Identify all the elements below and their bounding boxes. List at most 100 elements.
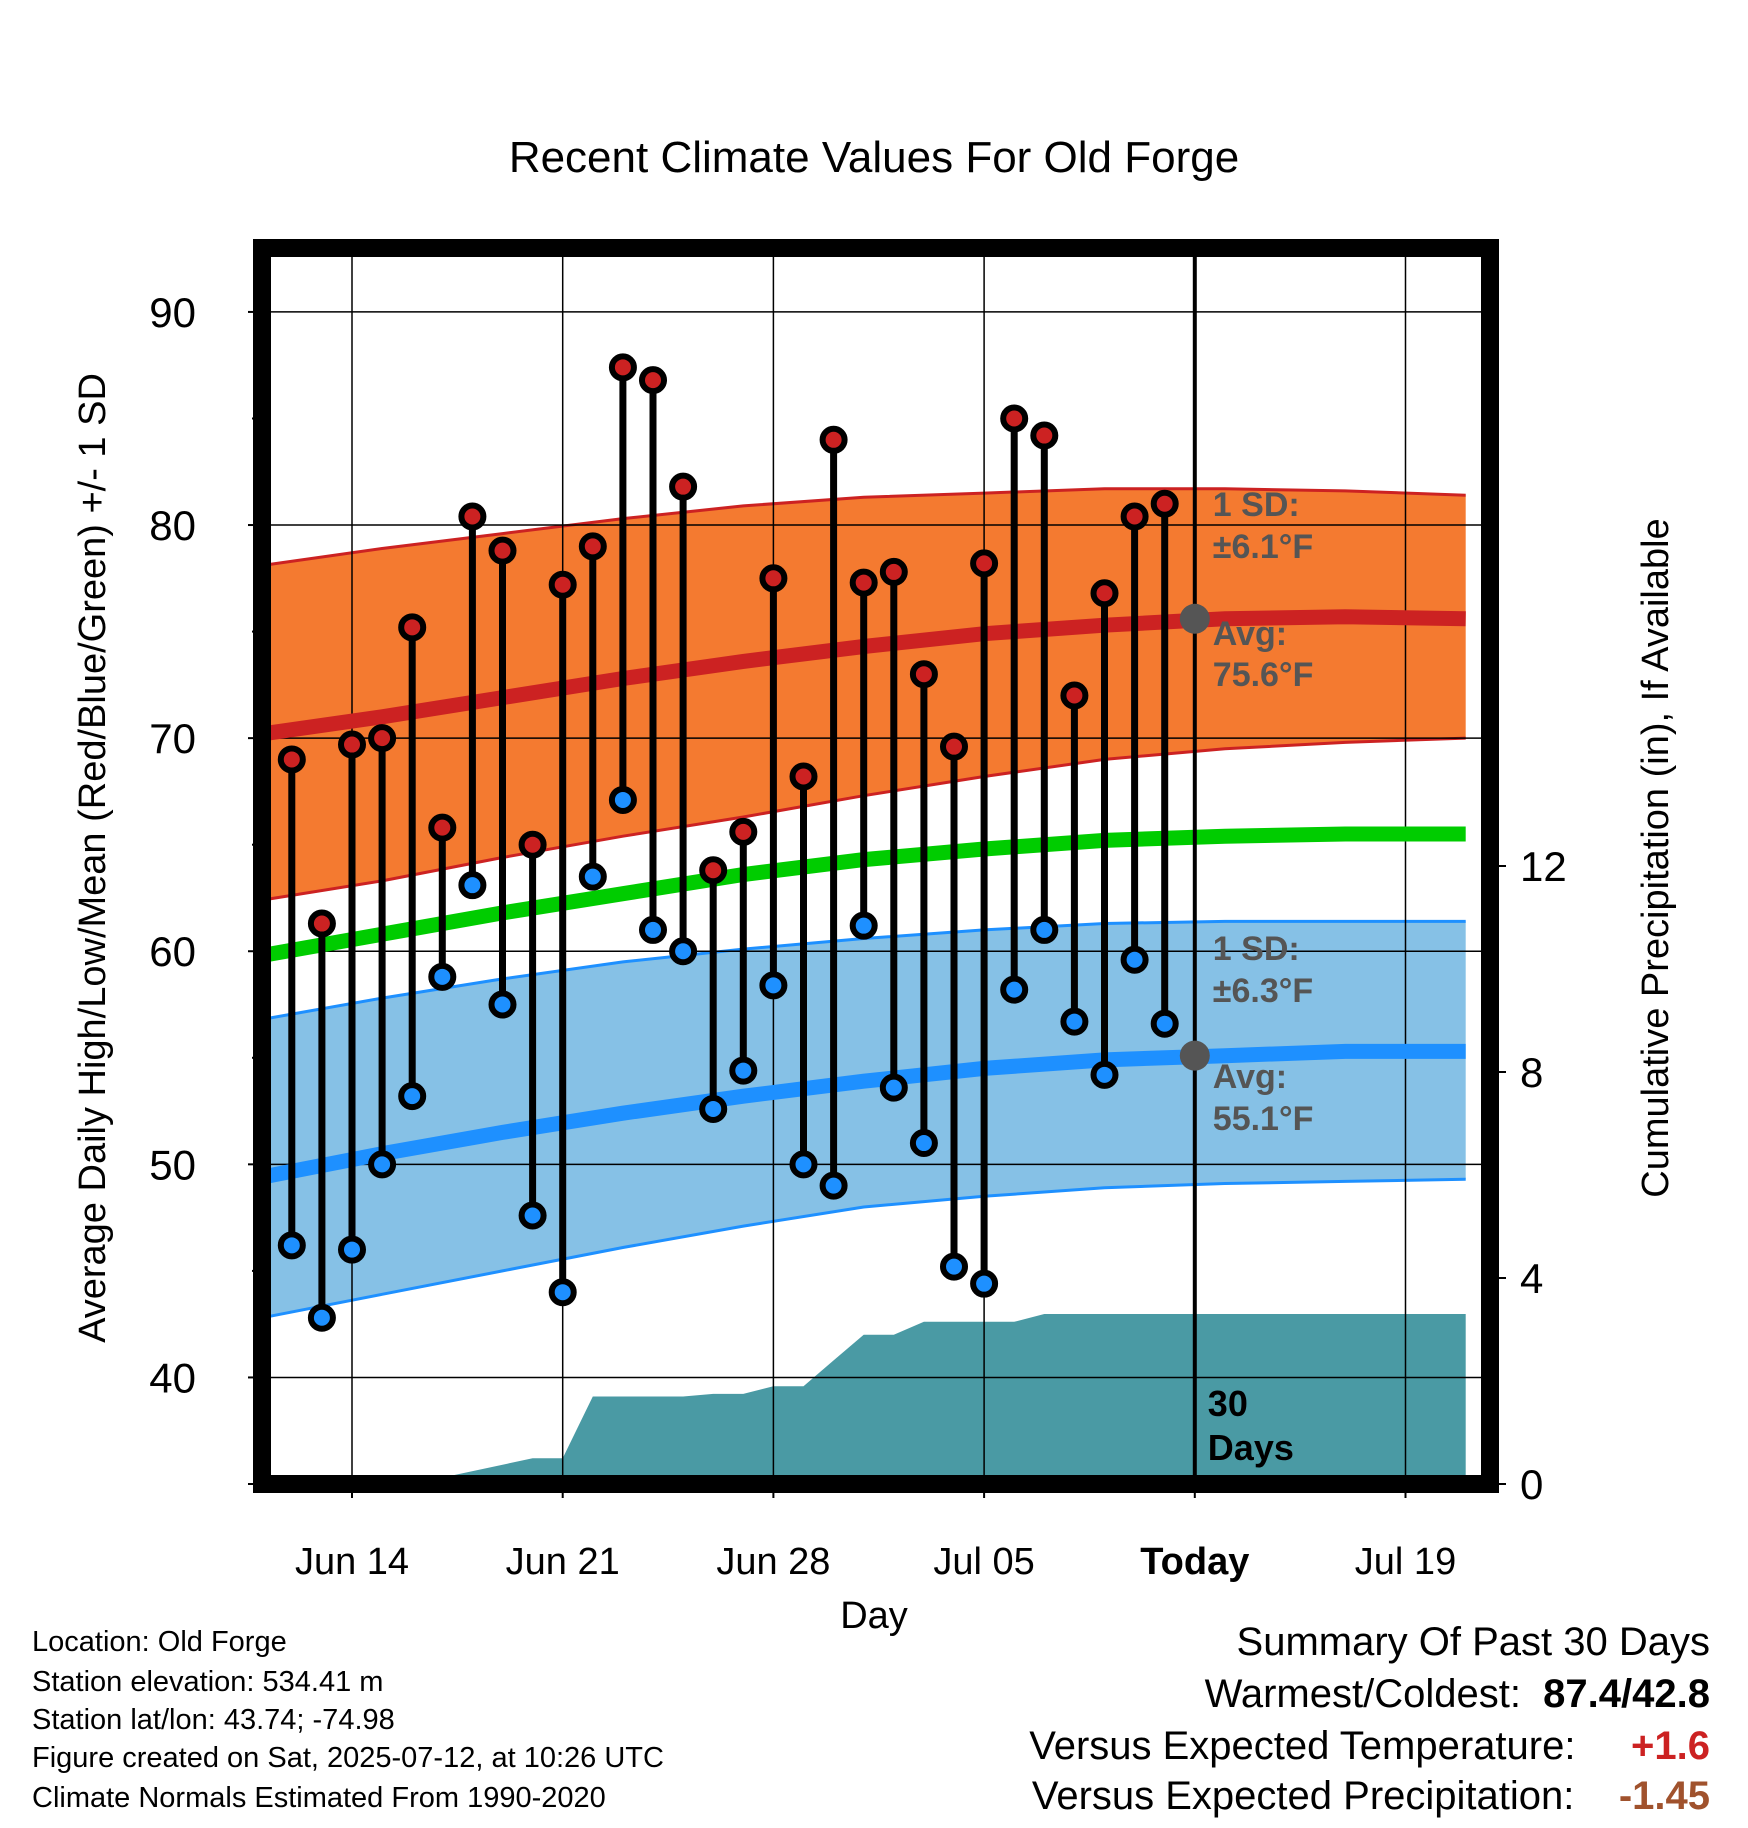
daily-high-point xyxy=(548,570,577,599)
daily-low-point xyxy=(819,1171,848,1200)
days-label-text: Days xyxy=(1208,1427,1294,1468)
daily-high-point xyxy=(458,502,487,531)
high-sd-value: ±6.1°F xyxy=(1213,528,1313,566)
daily-high-point xyxy=(1060,681,1089,710)
daily-high-point xyxy=(368,724,397,753)
y-tick-label: 90 xyxy=(149,289,196,336)
low-avg-value: 55.1°F xyxy=(1213,1100,1314,1138)
footer-created: Figure created on Sat, 2025-07-12, at 10… xyxy=(32,1742,664,1774)
precip-label: Versus Expected Precipitation: xyxy=(1031,1774,1575,1818)
daily-low-point xyxy=(428,962,457,991)
daily-low-point xyxy=(669,937,698,966)
daily-high-point xyxy=(277,745,306,774)
warm-cold-label: Warmest/Coldest: xyxy=(1204,1672,1521,1716)
daily-high-point xyxy=(1150,489,1179,518)
daily-high-point xyxy=(699,856,728,885)
x-tick-label: Jun 21 xyxy=(506,1541,620,1583)
daily-low-point xyxy=(729,1056,758,1085)
daily-high-point xyxy=(729,817,758,846)
daily-low-point xyxy=(1060,1007,1089,1036)
y2-tick-label: 0 xyxy=(1520,1461,1543,1508)
daily-high-point xyxy=(488,536,517,565)
avg-low-line xyxy=(260,1043,1466,1185)
daily-high-point xyxy=(608,353,637,382)
today-avg-low-marker xyxy=(1179,1040,1210,1071)
daily-low-point xyxy=(1120,945,1149,974)
x-tick-label: Jun 28 xyxy=(716,1541,830,1583)
daily-high-point xyxy=(1090,579,1119,608)
daily-high-point xyxy=(909,660,938,689)
high-sd-upper-line xyxy=(261,487,1466,567)
y-tick-label: 50 xyxy=(149,1141,196,1188)
x-axis-label: Day xyxy=(840,1595,908,1637)
low-sd-label: 1 SD: xyxy=(1213,930,1300,968)
daily-low-point xyxy=(368,1150,397,1179)
daily-high-point xyxy=(879,557,908,586)
daily-low-point xyxy=(699,1094,728,1123)
daily-low-point xyxy=(639,915,667,944)
precip-value: -1.45 xyxy=(1618,1774,1710,1818)
y2-tick-label: 4 xyxy=(1520,1255,1543,1302)
daily-low-point xyxy=(879,1073,908,1102)
low-sd-value: ±6.3°F xyxy=(1213,972,1313,1010)
days-label-number: 30 xyxy=(1208,1383,1248,1424)
daily-high-point xyxy=(940,732,968,761)
footer-location: Location: Old Forge xyxy=(32,1626,287,1658)
daily-low-point xyxy=(398,1082,427,1111)
daily-low-point xyxy=(1030,915,1059,944)
daily-high-point xyxy=(1000,404,1029,433)
chart-title: Recent Climate Values For Old Forge xyxy=(509,133,1239,182)
daily-high-point xyxy=(669,472,698,501)
x-tick-label: Jun 14 xyxy=(295,1541,409,1583)
daily-low-point xyxy=(608,785,637,814)
daily-low-point xyxy=(458,871,487,900)
temp-value: +1.6 xyxy=(1631,1724,1710,1768)
summary-precip: Versus Expected Precipitation: -1.45 xyxy=(1032,1776,1710,1816)
y2-tick-label: 12 xyxy=(1520,843,1567,890)
summary-title: Summary Of Past 30 Days xyxy=(1236,1620,1710,1664)
daily-high-point xyxy=(1120,502,1149,531)
daily-high-point xyxy=(338,730,366,759)
daily-high-point xyxy=(1030,421,1059,450)
y2-tick-label: 8 xyxy=(1520,1049,1543,1096)
daily-high-point xyxy=(428,813,457,842)
daily-high-point xyxy=(398,613,427,642)
low-sd-lower-line xyxy=(261,1177,1466,1320)
daily-low-point xyxy=(488,990,517,1019)
daily-high-point xyxy=(578,532,607,561)
footer-elevation: Station elevation: 534.41 m xyxy=(32,1666,384,1698)
daily-low-point xyxy=(970,1269,999,1298)
daily-low-point xyxy=(1150,1009,1179,1038)
footer-normals: Climate Normals Estimated From 1990-2020 xyxy=(32,1782,606,1814)
daily-high-point xyxy=(789,762,818,791)
climate-chart: Recent Climate Values For Old Forge 1 SD… xyxy=(72,133,1677,1637)
daily-low-point xyxy=(940,1252,968,1281)
daily-low-point xyxy=(518,1201,547,1230)
daily-high-point xyxy=(970,549,999,578)
y2-axis-label: Cumulative Precipitation (in), If Availa… xyxy=(1635,518,1677,1197)
daily-low-point xyxy=(849,911,878,940)
daily-low-point xyxy=(909,1129,938,1158)
daily-low-point xyxy=(338,1235,366,1264)
temp-label: Versus Expected Temperature: xyxy=(1029,1724,1576,1768)
daily-low-point xyxy=(307,1303,336,1332)
low-avg-label: Avg: xyxy=(1213,1058,1287,1096)
y-tick-label: 70 xyxy=(149,715,196,762)
summary-temp: Versus Expected Temperature: +1.6 xyxy=(1029,1726,1710,1766)
daily-low-point xyxy=(1090,1060,1119,1089)
daily-high-point xyxy=(639,366,667,395)
y-tick-label: 40 xyxy=(149,1354,196,1401)
warm-cold-value: 87.4/42.8 xyxy=(1543,1672,1710,1716)
precip-area xyxy=(412,1314,1466,1484)
daily-high-point xyxy=(759,564,788,593)
high-avg-label: Avg: xyxy=(1213,615,1287,653)
daily-low-point xyxy=(548,1278,577,1307)
daily-low-point xyxy=(759,971,788,1000)
x-tick-label: Jul 19 xyxy=(1355,1541,1456,1583)
y-axis-label: Average Daily High/Low/Mean (Red/Blue/Gr… xyxy=(72,373,114,1343)
daily-high-point xyxy=(518,830,547,859)
daily-high-point xyxy=(307,909,336,938)
high-avg-value: 75.6°F xyxy=(1213,656,1314,694)
daily-low-point xyxy=(789,1150,818,1179)
summary-warm-cold: Warmest/Coldest: 87.4/42.8 xyxy=(1205,1674,1710,1714)
